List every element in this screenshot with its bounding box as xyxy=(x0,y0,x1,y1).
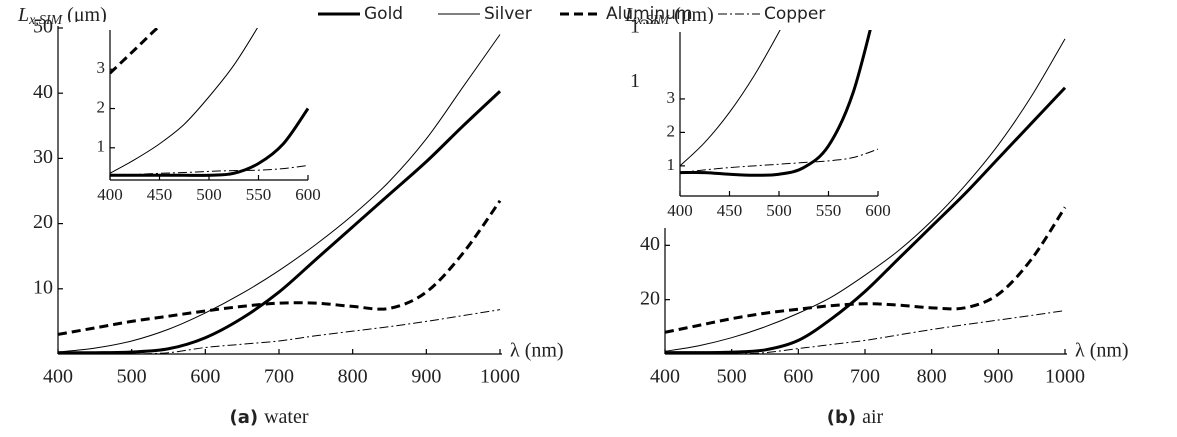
x-tick-label: 500 xyxy=(117,366,147,388)
y-label-unit: (μm) xyxy=(67,4,107,26)
series-line xyxy=(58,309,501,354)
lines xyxy=(58,34,502,354)
x-tick-label: 400 xyxy=(43,366,73,388)
x-tick-label: 500 xyxy=(196,185,222,204)
series-line xyxy=(665,206,1067,334)
legend-label: Gold xyxy=(364,4,403,24)
series-line xyxy=(58,199,502,336)
y-tick-label: 3 xyxy=(667,88,676,107)
x-tick-label: 600 xyxy=(190,366,220,388)
series-line xyxy=(680,30,781,167)
series-line xyxy=(665,38,1066,352)
y-label-unit: (μm) xyxy=(674,4,714,26)
x-tick-label: 550 xyxy=(816,201,842,220)
x-tick-label: 500 xyxy=(766,201,792,220)
x-axis-label: λ (nm) xyxy=(510,340,564,362)
lines xyxy=(665,38,1067,354)
y-tick-label: 3 xyxy=(97,58,106,77)
caption-label: (b) xyxy=(827,407,856,428)
lines xyxy=(110,28,310,177)
series-line xyxy=(680,148,879,174)
x-tick-label: 500 xyxy=(717,366,747,388)
y-tick-label: 20 xyxy=(640,287,660,309)
inset-background xyxy=(70,22,326,212)
y-tick-label: 40 xyxy=(640,233,660,255)
y-tick-label: 50 xyxy=(33,16,53,38)
series-line xyxy=(58,34,501,353)
x-tick-label: 1000 xyxy=(480,366,520,388)
legend-label: Copper xyxy=(764,4,825,24)
x-tick-label: 900 xyxy=(411,366,441,388)
legend-label: Aluminum xyxy=(606,4,693,24)
x-tick-label: 700 xyxy=(850,366,880,388)
caption: (b) air xyxy=(827,406,884,428)
series-line xyxy=(665,310,1066,354)
y-label-sub: x,SIM xyxy=(28,13,63,28)
x-axis-label: λ (nm) xyxy=(1075,340,1129,362)
x-tick-label: 600 xyxy=(783,366,813,388)
legend-label: Silver xyxy=(484,4,532,24)
x-tick-label: 450 xyxy=(147,185,173,204)
inset-background xyxy=(640,24,896,228)
caption: (a) water xyxy=(229,406,308,428)
series-line xyxy=(110,28,160,75)
series-line xyxy=(58,90,502,354)
x-tick-label: 1000 xyxy=(1045,366,1085,388)
x-tick-label: 700 xyxy=(264,366,294,388)
series-line xyxy=(110,28,258,174)
x-tick-label: 800 xyxy=(917,366,947,388)
x-tick-label: 400 xyxy=(667,201,693,220)
x-tick-label: 550 xyxy=(246,185,272,204)
x-tick-label: 600 xyxy=(865,201,891,220)
caption-label: (a) xyxy=(229,407,258,428)
x-tick-label: 600 xyxy=(295,185,321,204)
lines xyxy=(680,30,879,177)
series-line xyxy=(110,164,309,176)
y-tick-label: 10 xyxy=(33,276,53,298)
y-tick-label: 30 xyxy=(33,146,53,168)
x-tick-label: 900 xyxy=(983,366,1013,388)
caption-text: water xyxy=(264,406,309,428)
y-tick-label: 1 xyxy=(97,137,106,156)
caption-text: air xyxy=(862,406,883,428)
panel: 10 20 30 40 50 400 500 600 700 800 900 1000 λ (nm) Lx… xyxy=(17,4,564,428)
x-tick-label: 450 xyxy=(717,201,743,220)
y-tick-label: 1 xyxy=(667,155,676,174)
x-tick-label: 800 xyxy=(338,366,368,388)
series-line xyxy=(665,86,1067,354)
y-label-main: L xyxy=(17,4,29,26)
series-line xyxy=(680,30,872,177)
y-axis-label: Lx,SIM (μm) xyxy=(17,4,107,29)
y-tick-label: 2 xyxy=(97,97,106,116)
inset: 1 2 3 400 450 500 550 600 xyxy=(640,24,896,228)
x-tick-label: 400 xyxy=(97,185,123,204)
inset: 1 2 3 400 450 500 550 600 xyxy=(70,22,326,212)
series-line xyxy=(110,107,310,177)
y-tick-label: 20 xyxy=(33,211,53,233)
y-label-main: L xyxy=(624,4,636,26)
x-tick-label: 400 xyxy=(650,366,680,388)
y-tick-label: 2 xyxy=(667,121,676,140)
y-tick-label: 40 xyxy=(33,81,53,103)
